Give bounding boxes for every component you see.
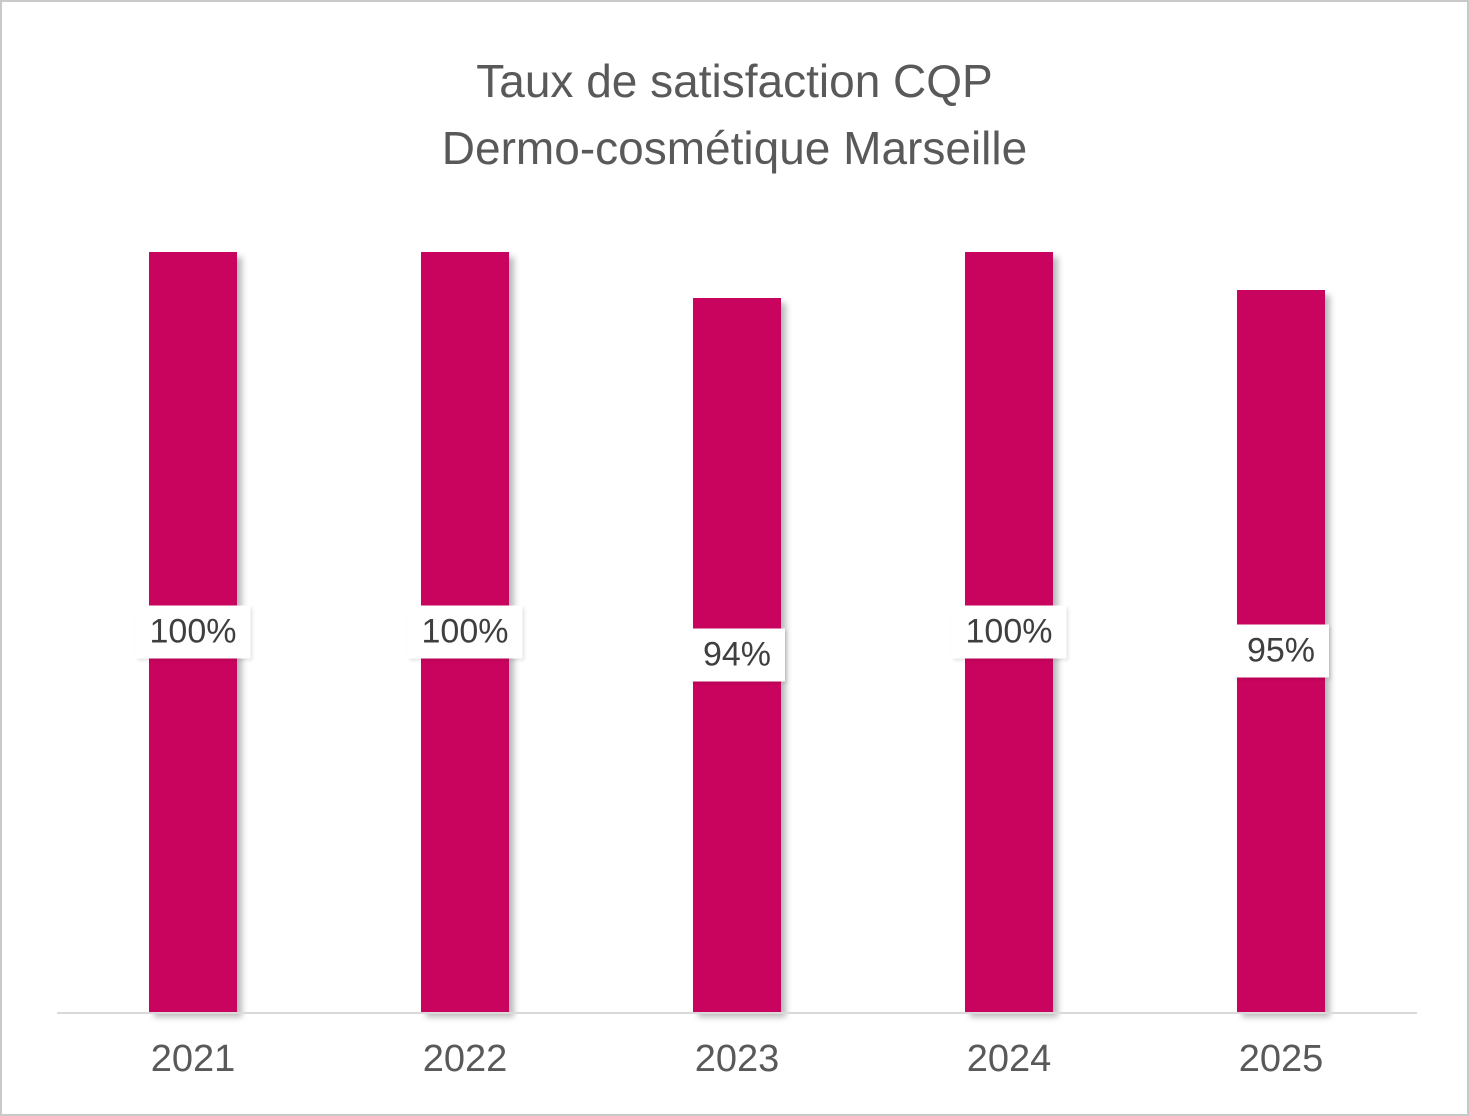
plot-area: 100% 100% 94% 100% 95% bbox=[57, 252, 1417, 1012]
chart-title-line-2: Dermo-cosmétique Marseille bbox=[441, 121, 1028, 174]
x-axis-line bbox=[57, 1012, 1417, 1014]
chart-title-line-1: Taux de satisfaction CQP bbox=[476, 55, 993, 107]
data-label-2024: 100% bbox=[951, 605, 1067, 659]
data-label-2022: 100% bbox=[407, 605, 523, 659]
chart-title: Taux de satisfaction CQP Dermo-cosmétiqu… bbox=[2, 48, 1467, 181]
x-axis-label-2022: 2022 bbox=[422, 1038, 508, 1080]
x-axis-label-2024: 2024 bbox=[966, 1038, 1052, 1080]
data-label-2025: 95% bbox=[1232, 624, 1330, 678]
x-axis-labels: 2021 2022 2023 2024 2025 bbox=[57, 1038, 1417, 1098]
data-label-2023: 94% bbox=[688, 628, 786, 682]
data-label-2021: 100% bbox=[135, 605, 251, 659]
x-axis-label-2021: 2021 bbox=[150, 1038, 236, 1080]
x-axis-label-2023: 2023 bbox=[694, 1038, 780, 1080]
x-axis-label-2025: 2025 bbox=[1238, 1038, 1324, 1080]
